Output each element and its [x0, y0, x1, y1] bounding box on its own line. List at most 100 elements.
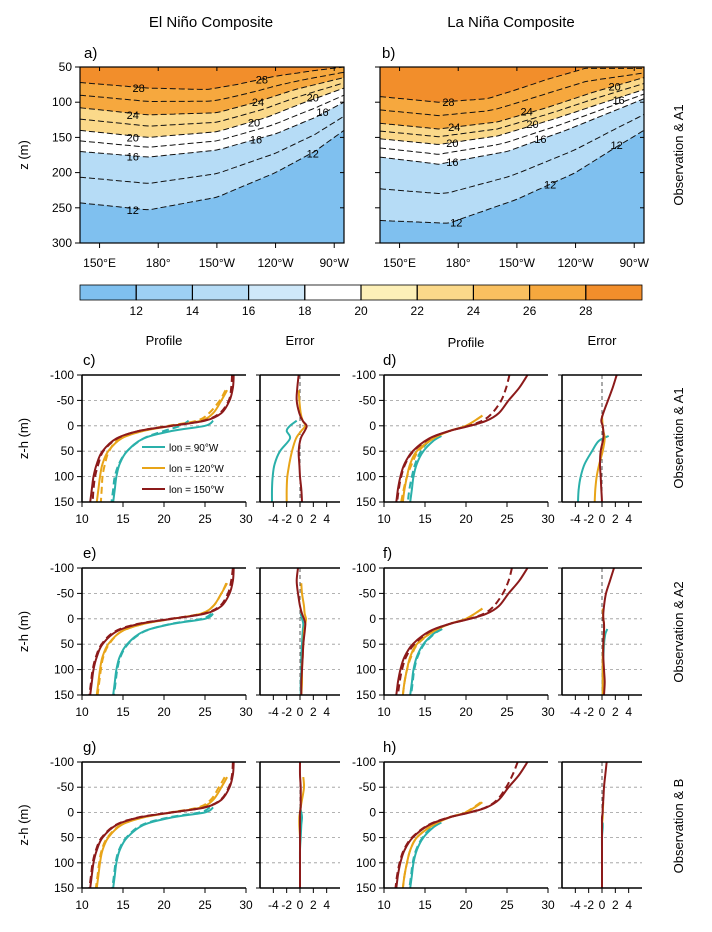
x-tick-label: 20 [157, 898, 171, 912]
x-tick-label-error: 4 [625, 705, 632, 719]
x-tick-label-error: -2 [583, 705, 594, 719]
x-tick-label-error: 0 [297, 512, 304, 526]
series-line-error [295, 567, 307, 696]
y-tick-label: -100 [50, 368, 74, 382]
y-tick-label: -50 [359, 780, 377, 794]
heatmap-frame [79, 66, 345, 244]
x-tick-label-error: -2 [281, 705, 292, 719]
series-line-obs [395, 567, 529, 696]
colorbar-tick-label: 16 [242, 304, 256, 318]
y-tick-label: 100 [52, 95, 72, 109]
subtitle-profile: Profile [448, 335, 485, 350]
x-tick-label: 150°W [199, 256, 236, 270]
legend-label: lon = 120°W [169, 464, 224, 475]
x-tick-label: 10 [75, 898, 89, 912]
row-label: Observation & B [671, 779, 686, 874]
y-tick-label: 250 [52, 201, 72, 215]
series-line-error [602, 567, 615, 696]
legend-label: lon = 150°W [169, 485, 224, 496]
x-tick-label: 15 [116, 512, 130, 526]
colorbar-tick-label: 20 [354, 304, 368, 318]
colorbar-tick-label: 26 [523, 304, 537, 318]
y-tick-label: 50 [363, 831, 377, 845]
colorbar-bin [79, 284, 137, 301]
contour-label: 16 [250, 135, 262, 147]
y-tick-label: -50 [57, 780, 75, 794]
heatmap-ylabel: z (m) [16, 140, 31, 170]
heatmap-fill [80, 67, 344, 243]
series-line-obs [409, 628, 442, 696]
series-line-obs [89, 567, 235, 696]
series-line-obs [89, 374, 235, 503]
series-line-model [88, 761, 234, 889]
series-line-model [110, 419, 190, 503]
colorbar-tick-label: 28 [579, 304, 593, 318]
colorbar-bin [360, 284, 418, 301]
x-tick-label: 120°W [557, 256, 594, 270]
contour-label: 24 [521, 106, 533, 118]
colorbar-tick-label: 12 [130, 304, 144, 318]
y-tick-label: 0 [67, 419, 74, 433]
row-label: Observation & A1 [671, 387, 686, 488]
x-tick-label-error: 2 [612, 705, 619, 719]
y-tick-label: 0 [67, 612, 74, 626]
series-line-obs [401, 801, 483, 889]
x-tick-label: 30 [541, 705, 555, 719]
panel-label: d) [383, 352, 396, 369]
contour-line-28 [80, 67, 344, 90]
y-tick-label: 50 [61, 637, 75, 651]
x-tick-label-error: 0 [599, 705, 606, 719]
series-line-model [400, 414, 483, 503]
x-tick-label-error: 4 [625, 898, 632, 912]
x-tick-label-error: 4 [625, 512, 632, 526]
panel-label: f) [383, 545, 392, 562]
x-tick-label: 30 [239, 512, 253, 526]
colorbar-tick-label: 24 [467, 304, 481, 318]
panel-label: b) [382, 45, 395, 62]
y-tick-label: 150 [54, 688, 74, 702]
contour-line-12 [380, 129, 644, 224]
x-tick-label-error: -4 [268, 898, 279, 912]
x-tick-label-error: 2 [310, 898, 317, 912]
y-tick-label: 150 [356, 881, 376, 895]
contour-label: 16 [446, 157, 458, 169]
series-line-model [111, 806, 211, 889]
heatmap-band-28 [380, 67, 644, 103]
contour-line-24 [380, 77, 644, 130]
y-tick-label: -50 [359, 586, 377, 600]
colorbar-bin [416, 284, 474, 301]
panel-label: h) [383, 739, 396, 756]
x-tick-label-error: 4 [323, 898, 330, 912]
series-line-model [401, 607, 483, 696]
x-tick-label: 10 [377, 705, 391, 719]
x-tick-label-error: -2 [583, 512, 594, 526]
x-tick-label-error: -4 [268, 512, 279, 526]
x-tick-label-error: -4 [570, 705, 581, 719]
x-tick-label: 20 [157, 512, 171, 526]
contour-line-mid [380, 114, 644, 195]
x-tick-label: 30 [541, 898, 555, 912]
contour-label: 24 [127, 110, 139, 122]
y-tick-label: 100 [356, 663, 376, 677]
series-line-obs [409, 435, 442, 503]
series-line-model [394, 761, 519, 889]
y-tick-label: 100 [54, 470, 74, 484]
colorbar-bin [304, 284, 362, 301]
contour-label: 24 [448, 122, 460, 134]
series-line-obs [95, 389, 228, 503]
panel-label: e) [83, 545, 96, 562]
y-tick-label: 150 [54, 881, 74, 895]
contour-label: 20 [127, 132, 139, 144]
x-tick-label: 120°W [257, 256, 294, 270]
y-tick-label: -100 [352, 368, 376, 382]
heatmap-frame [379, 66, 645, 244]
x-tick-label-error: 0 [599, 512, 606, 526]
contour-label: 16 [316, 107, 328, 119]
colorbar-tick-label: 22 [411, 304, 425, 318]
y-tick-label: -50 [57, 393, 75, 407]
series-line-obs [395, 374, 529, 503]
